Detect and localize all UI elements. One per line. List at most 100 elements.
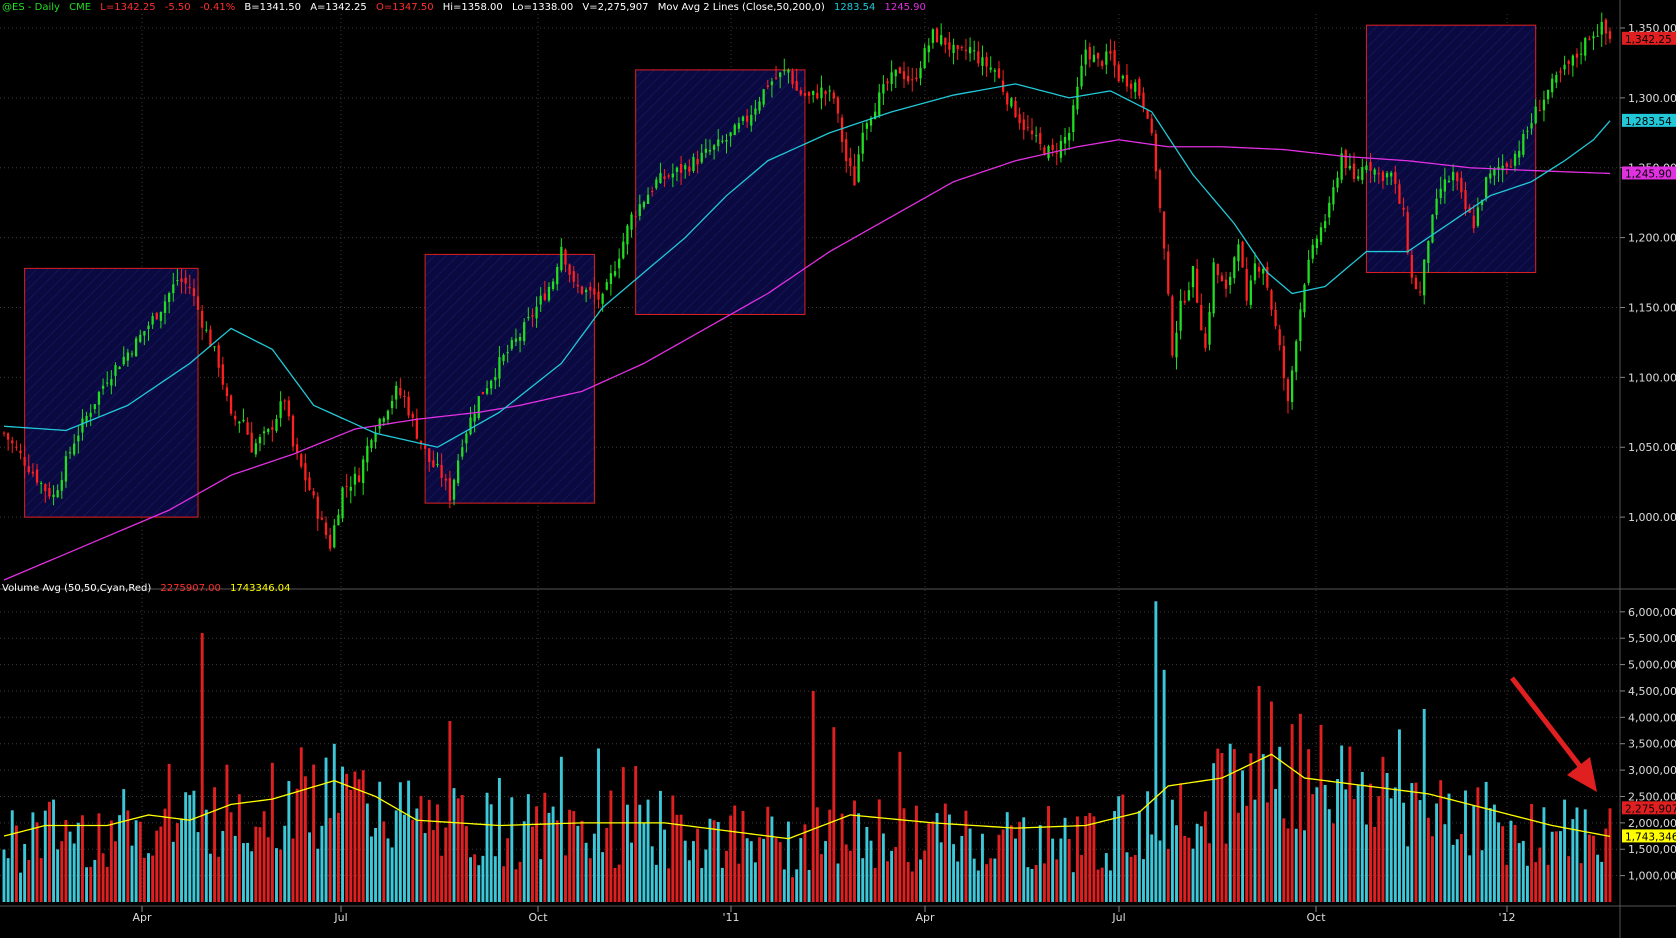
candle-body [440, 464, 443, 478]
volume-bar [101, 853, 105, 902]
volume-bar [539, 859, 543, 902]
price-tick-label: 1,300.00 [1628, 92, 1676, 105]
volume-bar [19, 872, 22, 902]
price-badge: 1,342.25 [1625, 34, 1672, 46]
volume-bar [1208, 843, 1211, 902]
volume-bar [1220, 753, 1224, 902]
volume-bar [208, 853, 212, 902]
volume-bar [861, 858, 865, 902]
candle-body [1526, 130, 1529, 132]
candle-body [308, 477, 311, 490]
volume-bar [1476, 787, 1480, 902]
candle-body [795, 80, 798, 91]
volume-bar [341, 766, 344, 902]
volume-bar [1468, 855, 1472, 902]
candle-body [1332, 187, 1335, 205]
volume-bar [378, 781, 382, 902]
candle-body [320, 517, 324, 520]
candle-body [357, 475, 361, 482]
candle-body [1357, 176, 1360, 179]
volume-tick-label: 5,500,000 [1628, 632, 1676, 645]
candle-body [1084, 49, 1087, 65]
candle-body [213, 346, 216, 348]
candle-body [395, 385, 398, 400]
candle-body [44, 484, 47, 492]
volume-bar [1261, 754, 1265, 902]
candle-body [1584, 38, 1587, 56]
candle-body [1018, 114, 1021, 124]
candle-body [1319, 227, 1323, 242]
candle-body [1344, 150, 1347, 168]
candle-body [1096, 52, 1100, 59]
candle-body [11, 440, 14, 444]
candle-body [469, 417, 472, 435]
volume-bar [1575, 807, 1579, 902]
price-tick-label: 1,100.00 [1628, 371, 1676, 384]
volume-bar [828, 809, 832, 902]
volume-bar [1393, 787, 1397, 902]
candle-body [1489, 173, 1492, 179]
candle-body [1563, 64, 1566, 70]
volume-bar [493, 856, 497, 902]
candle-body [923, 48, 926, 69]
candle-body [374, 432, 377, 443]
candle-body [985, 56, 988, 67]
volume-bar [155, 830, 159, 902]
volume-bar [1142, 859, 1145, 902]
volume-bar [151, 855, 155, 902]
candle-body [1105, 51, 1108, 65]
volume-bar [985, 864, 989, 902]
volume-bar [1422, 708, 1426, 902]
volume-bar [171, 841, 175, 902]
candle-body [907, 75, 910, 82]
volume-bar [312, 764, 316, 902]
volume-avg-line [3, 753, 1611, 840]
candle-body [1034, 135, 1038, 137]
candle-body [139, 334, 142, 342]
candle-body [64, 456, 68, 482]
volume-bar [473, 854, 477, 902]
candle-body [93, 404, 96, 409]
candle-body [898, 67, 902, 74]
volume-bar [1509, 820, 1513, 902]
candle-body [766, 85, 769, 88]
candle-body [1249, 280, 1252, 305]
candle-body [1431, 214, 1434, 243]
volume-bar [1447, 793, 1451, 902]
volume-bar [76, 822, 80, 902]
candle-body [168, 293, 171, 302]
volume-bar [1080, 855, 1083, 902]
candle-body [1323, 221, 1327, 229]
price-tick-label: 1,150.00 [1628, 301, 1676, 314]
volume-bar [1521, 840, 1525, 902]
candle-body [27, 466, 30, 473]
volume-bar [1265, 802, 1269, 902]
candle-body [745, 115, 749, 122]
candle-body [89, 412, 92, 417]
candle-body [242, 419, 245, 422]
candle-body [886, 81, 889, 84]
candle-body [1204, 333, 1207, 349]
candle-body [1290, 370, 1294, 402]
volume-bar [1307, 749, 1311, 902]
volume-study-label: Volume Avg (50,50,Cyan,Red) [2, 583, 152, 594]
candle-body [1109, 50, 1112, 54]
volume-bar [1406, 846, 1410, 902]
volume-bar [320, 825, 324, 902]
candle-body [1542, 99, 1546, 111]
volume-bar [1501, 826, 1505, 902]
candle-body [1080, 65, 1083, 87]
volume-bar [762, 838, 766, 902]
candle-body [1352, 163, 1356, 179]
volume-bar [1001, 829, 1005, 902]
symbol-label: @ES - Daily [2, 2, 60, 13]
candle-body [915, 77, 918, 80]
candle-body [1497, 166, 1500, 170]
volume-bar [555, 820, 559, 902]
volume-bar [390, 847, 394, 902]
volume-bar [324, 757, 328, 902]
volume-bar [134, 820, 138, 902]
volume-bar [1282, 818, 1286, 902]
candle-body [1022, 119, 1025, 130]
volume-bar [824, 841, 828, 902]
